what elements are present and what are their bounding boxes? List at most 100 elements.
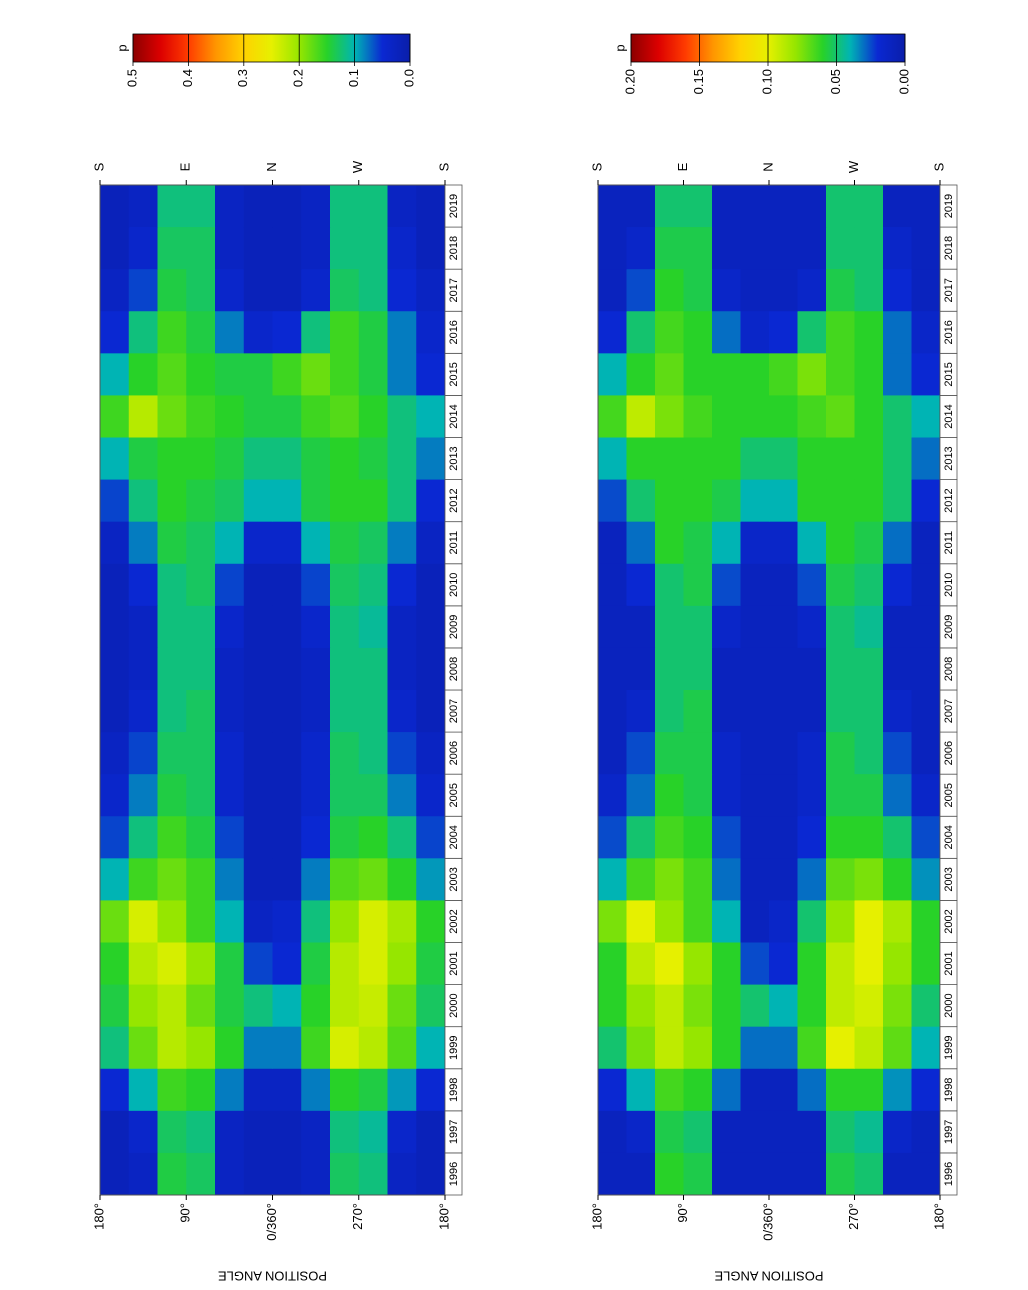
heat-cell [797, 394, 827, 438]
heat-cell [712, 731, 741, 775]
heat-cell [301, 268, 331, 312]
heat-cell [655, 731, 684, 775]
heat-cell [186, 605, 216, 648]
y-tick-label: 0/360° [264, 1203, 279, 1241]
heat-cell [883, 1026, 912, 1069]
heat-cell [387, 942, 417, 985]
heat-cell [243, 773, 273, 817]
heat-cell [416, 394, 446, 438]
heat-cell [128, 394, 158, 438]
heat-cell [215, 1110, 245, 1153]
x-tick-label: 2008 [448, 657, 460, 681]
heat-cell [301, 605, 331, 648]
heat-cell [330, 479, 360, 522]
heat-cell [243, 268, 273, 312]
heat-cell [330, 563, 360, 606]
heat-cell [416, 647, 446, 690]
heat-cell [683, 815, 713, 859]
heat-cell [186, 647, 216, 690]
heat-cell [215, 563, 245, 606]
heat-cell [272, 521, 302, 564]
heat-cell [157, 1110, 187, 1153]
heat-cell [416, 1110, 446, 1153]
heat-cell [797, 436, 827, 480]
heat-cell [243, 226, 273, 270]
heat-cell [740, 647, 770, 690]
x-tick-label: 2007 [943, 699, 955, 723]
heat-cell [883, 773, 912, 817]
y-tick-label: 180° [91, 1203, 106, 1230]
heat-cell [854, 942, 884, 985]
heat-cell [683, 605, 713, 648]
heat-cell [128, 1152, 158, 1195]
heat-cell [598, 521, 627, 564]
heat-cell [683, 436, 713, 480]
heat-cell [712, 184, 741, 228]
heat-cell [186, 310, 216, 354]
heat-cell [186, 857, 216, 901]
y2-tick-label: N [760, 162, 775, 171]
x-tick-label: 2007 [448, 699, 460, 723]
heat-cell [883, 1110, 912, 1153]
heat-cell [272, 352, 302, 396]
x-tick-label: 2008 [943, 657, 955, 681]
heat-cell [626, 899, 656, 943]
heat-cell [883, 942, 912, 985]
heat-cell [598, 1068, 627, 1111]
heat-cell [358, 1110, 388, 1153]
heat-cell [387, 226, 417, 270]
heat-cell [272, 563, 302, 606]
x-tick-label: 2004 [943, 825, 955, 849]
heat-cell [854, 815, 884, 859]
heat-cell [854, 479, 884, 522]
heat-cell [826, 984, 855, 1027]
heat-cell [911, 605, 941, 648]
heat-cell [797, 773, 827, 817]
x-tick-label: 2006 [448, 741, 460, 765]
heat-cell [712, 563, 741, 606]
heat-cell [626, 352, 656, 396]
heat-cell [769, 899, 798, 943]
heat-cell [100, 226, 130, 270]
heat-cell [157, 731, 187, 775]
heat-cell [826, 1068, 855, 1111]
heat-cell [416, 942, 446, 985]
heat-cell [712, 942, 741, 985]
heat-cell [740, 984, 770, 1027]
heat-cell [769, 773, 798, 817]
heat-cell [157, 647, 187, 690]
heat-cell [683, 563, 713, 606]
heat-cell [655, 436, 684, 480]
heat-cell [626, 184, 656, 228]
heat-cell [100, 1152, 130, 1195]
heat-cell [683, 773, 713, 817]
heat-cell [598, 773, 627, 817]
heat-cell [740, 226, 770, 270]
heat-cell [128, 815, 158, 859]
heat-cell [883, 184, 912, 228]
heat-cell [186, 563, 216, 606]
heat-cell [626, 984, 656, 1027]
x-tick-label: 2018 [943, 236, 955, 260]
heat-cell [740, 521, 770, 564]
heat-cell [598, 1110, 627, 1153]
heat-cell [598, 310, 627, 354]
heat-cell [769, 815, 798, 859]
heat-cell [598, 268, 627, 312]
heat-cell [358, 394, 388, 438]
heat-cell [100, 605, 130, 648]
heat-cell [712, 479, 741, 522]
heat-cell [883, 268, 912, 312]
x-tick-label: 1996 [943, 1162, 955, 1186]
heat-cell [683, 1110, 713, 1153]
heat-cell [740, 479, 770, 522]
heat-cell [655, 226, 684, 270]
heat-cell [655, 815, 684, 859]
heat-cell [712, 647, 741, 690]
heat-cell [769, 1110, 798, 1153]
heat-cell [712, 815, 741, 859]
heat-cell [243, 394, 273, 438]
heat-cell [883, 857, 912, 901]
heat-cell [128, 1110, 158, 1153]
heat-cell [769, 521, 798, 564]
